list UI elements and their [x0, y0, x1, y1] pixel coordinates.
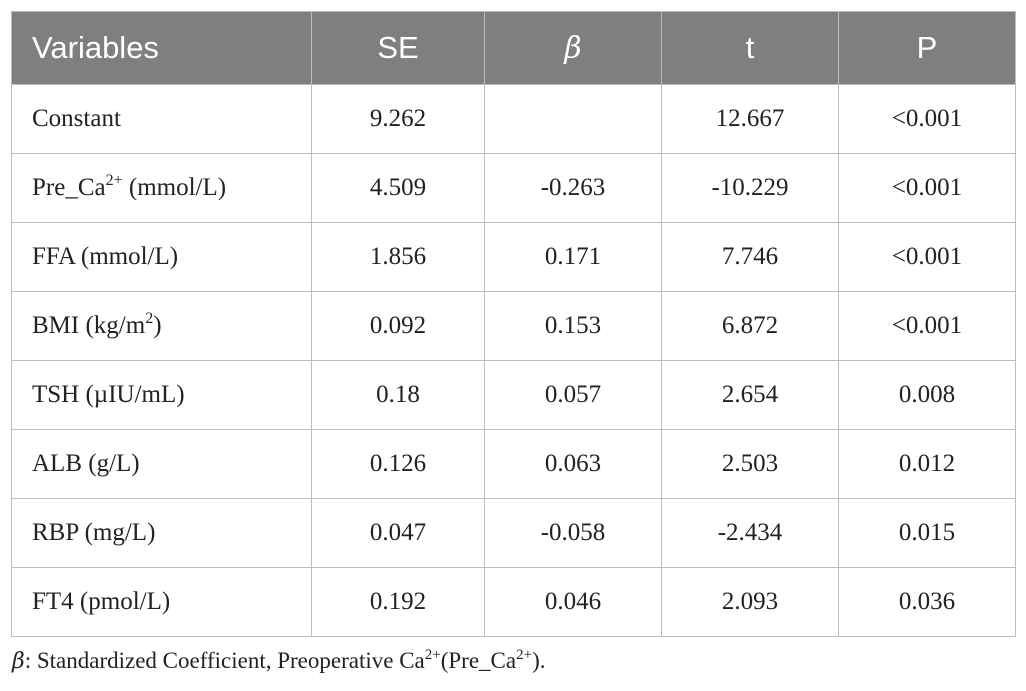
cell-beta: 0.153 [484, 291, 662, 361]
cell-p: 0.012 [838, 429, 1016, 499]
footnote-beta-symbol: β [12, 649, 25, 674]
header-row: Variables SE β t P [11, 11, 1016, 85]
cell-t: 6.872 [661, 291, 839, 361]
cell-se: 0.18 [311, 360, 485, 430]
cell-t: 2.093 [661, 567, 839, 637]
header-variables: Variables [11, 11, 312, 85]
footnote-superscript: 2+ [516, 647, 533, 663]
table-row: FFA (mmol/L) 1.856 0.171 7.746 <0.001 [11, 222, 1016, 292]
cell-beta: 0.046 [484, 567, 662, 637]
cell-p: <0.001 [838, 222, 1016, 292]
cell-beta: 0.063 [484, 429, 662, 499]
header-beta: β [484, 11, 662, 85]
table-row: Pre_Ca2+ (mmol/L) 4.509 -0.263 -10.229 <… [11, 153, 1016, 223]
footnote-text: : Standardized Coefficient, Preoperative… [24, 648, 425, 673]
cell-p: 0.015 [838, 498, 1016, 568]
cell-p: 0.008 [838, 360, 1016, 430]
cell-variable: FT4 (pmol/L) [11, 567, 312, 637]
cell-t: 12.667 [661, 84, 839, 154]
table-row: TSH (µIU/mL) 0.18 0.057 2.654 0.008 [11, 360, 1016, 430]
cell-beta: 0.171 [484, 222, 662, 292]
variable-text: Pre_Ca [32, 174, 106, 201]
cell-t: -2.434 [661, 498, 839, 568]
table-header: Variables SE β t P [11, 11, 1016, 85]
cell-se: 0.126 [311, 429, 485, 499]
cell-p: 0.036 [838, 567, 1016, 637]
table-row: ALB (g/L) 0.126 0.063 2.503 0.012 [11, 429, 1016, 499]
table-row: FT4 (pmol/L) 0.192 0.046 2.093 0.036 [11, 567, 1016, 637]
variable-superscript: 2+ [105, 172, 123, 189]
variable-text: BMI (kg/m [32, 312, 146, 339]
cell-beta: -0.058 [484, 498, 662, 568]
table-row: Constant 9.262 12.667 <0.001 [11, 84, 1016, 154]
header-p: P [838, 11, 1016, 85]
cell-variable: ALB (g/L) [11, 429, 312, 499]
cell-se: 1.856 [311, 222, 485, 292]
cell-se: 0.092 [311, 291, 485, 361]
cell-variable: BMI (kg/m2) [11, 291, 312, 361]
cell-p: <0.001 [838, 153, 1016, 223]
table-row: RBP (mg/L) 0.047 -0.058 -2.434 0.015 [11, 498, 1016, 568]
cell-beta: -0.263 [484, 153, 662, 223]
cell-t: 7.746 [661, 222, 839, 292]
cell-se: 0.047 [311, 498, 485, 568]
cell-t: 2.654 [661, 360, 839, 430]
header-se: SE [311, 11, 485, 85]
cell-se: 9.262 [311, 84, 485, 154]
cell-se: 4.509 [311, 153, 485, 223]
footnote-superscript: 2+ [424, 647, 441, 663]
cell-p: <0.001 [838, 84, 1016, 154]
cell-t: 2.503 [661, 429, 839, 499]
footnote-text: ). [532, 648, 546, 673]
regression-table-container: Variables SE β t P Constant 9.262 12.667… [11, 11, 1016, 637]
table-row: BMI (kg/m2) 0.092 0.153 6.872 <0.001 [11, 291, 1016, 361]
header-beta-symbol: β [564, 31, 582, 66]
cell-variable: Pre_Ca2+ (mmol/L) [11, 153, 312, 223]
regression-table: Variables SE β t P Constant 9.262 12.667… [11, 11, 1016, 637]
cell-variable: FFA (mmol/L) [11, 222, 312, 292]
cell-variable: Constant [11, 84, 312, 154]
variable-unit: (mmol/L) [122, 174, 227, 201]
variable-superscript: 2 [145, 310, 154, 327]
cell-beta [484, 84, 662, 154]
cell-variable: RBP (mg/L) [11, 498, 312, 568]
cell-p: <0.001 [838, 291, 1016, 361]
table-footnote: β: Standardized Coefficient, Preoperativ… [12, 647, 546, 675]
footnote-text: (Pre_Ca [440, 648, 517, 673]
cell-beta: 0.057 [484, 360, 662, 430]
header-t: t [661, 11, 839, 85]
cell-se: 0.192 [311, 567, 485, 637]
variable-unit: ) [153, 312, 162, 339]
table-body: Constant 9.262 12.667 <0.001 Pre_Ca2+ (m… [11, 84, 1016, 637]
cell-variable: TSH (µIU/mL) [11, 360, 312, 430]
cell-t: -10.229 [661, 153, 839, 223]
